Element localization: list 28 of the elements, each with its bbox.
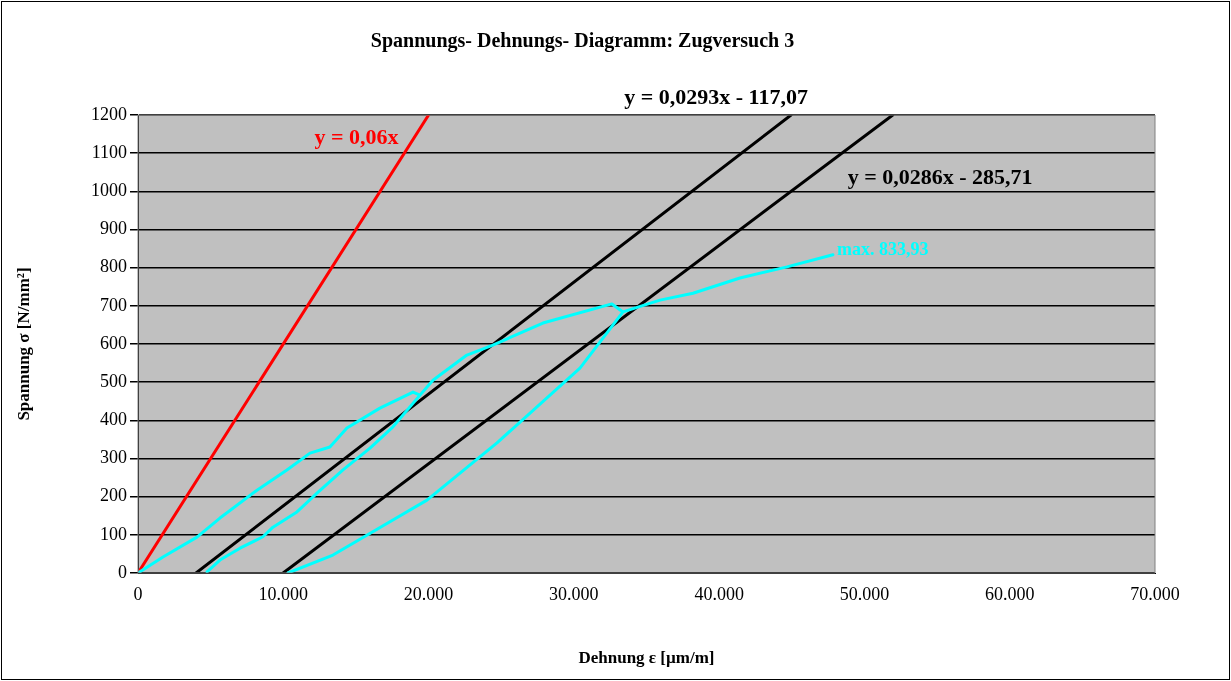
x-tick-label: 50.000 <box>839 583 890 604</box>
y-tick-label: 900 <box>100 218 127 239</box>
y-tick-label: 700 <box>100 294 127 315</box>
y-tick-label: 1100 <box>91 141 127 162</box>
y-tick-label: 800 <box>100 256 127 277</box>
y-axis-title: Spannung σ [N/mm²] <box>13 267 33 421</box>
y-tick-label: 0 <box>118 561 127 582</box>
y-tick-label: 400 <box>100 409 127 430</box>
y-tick-label: 600 <box>100 332 127 353</box>
annotation: max. 833,93 <box>836 239 929 260</box>
x-tick-label: 20.000 <box>403 583 454 604</box>
x-tick-label: 40.000 <box>694 583 744 604</box>
x-tick-label: 0 <box>133 583 143 604</box>
y-tick-label: 1200 <box>91 103 127 124</box>
y-tick-label: 500 <box>100 370 127 391</box>
y-tick-label: 100 <box>100 523 127 544</box>
y-tick-label: 1000 <box>91 180 127 201</box>
chart-title: Spannungs- Dehnungs- Diagramm: Zugversuch 3 <box>370 29 795 53</box>
x-tick-label: 30.000 <box>549 583 599 604</box>
x-tick-label: 60.000 <box>984 583 1035 604</box>
series-label: y = 0,0286x - 285,71 <box>847 163 1033 189</box>
x-axis-title: Dehnung ε [µm/m] <box>578 648 715 668</box>
x-tick-label: 70.000 <box>1130 583 1180 604</box>
series-label: y = 0,0293x - 117,07 <box>624 83 808 109</box>
x-tick-label: 10.000 <box>258 583 309 604</box>
y-tick-label: 300 <box>100 447 127 468</box>
y-tick-label: 200 <box>100 485 127 506</box>
series-label: y = 0,06x <box>314 123 399 149</box>
